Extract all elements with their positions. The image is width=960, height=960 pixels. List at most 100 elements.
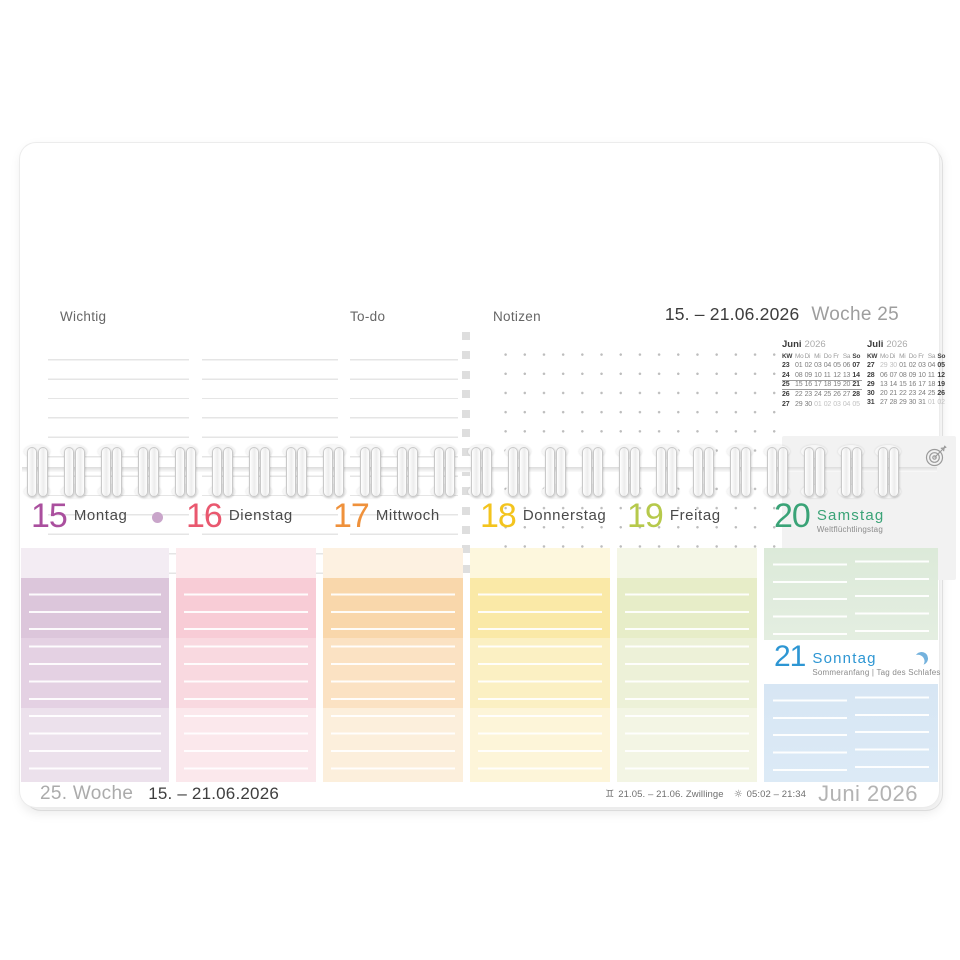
mini-cal-day: 31 [918, 399, 926, 407]
sun-icon: ☼ [733, 788, 743, 800]
todo-checkbox [462, 428, 470, 437]
day-header-mittwoch: 17 Mittwoch [323, 498, 463, 548]
sonntag-writing-area [764, 684, 938, 782]
mini-cal-kw: 31 [867, 399, 875, 407]
spiral-unit [135, 445, 161, 498]
day-column-montag: 15 Montag [21, 498, 169, 782]
day-number: 15 [31, 497, 68, 535]
gemini-zodiac-icon: ♊ [605, 788, 615, 800]
mini-cal-year: 2026 [886, 339, 908, 350]
day-holiday-note: Weltflüchtlingstag [816, 525, 883, 534]
day-name: Mittwoch [375, 507, 440, 524]
day-header-samstag: 20 Samstag Weltflüchtlingstag [764, 498, 938, 548]
spiral-wire [112, 447, 122, 497]
day-writing-area [617, 578, 757, 782]
mini-cal-day: 01 [899, 362, 907, 370]
spiral-wire [75, 447, 85, 497]
spiral-wire [519, 447, 529, 497]
day-title-block: Donnerstag [523, 507, 607, 524]
day-writing-area [323, 578, 463, 782]
mini-cal-week-row: 31 27 28 29 30 31 01 02 [867, 398, 947, 407]
ruled-lines-left [773, 548, 847, 640]
mini-cal-day: 29 [899, 399, 907, 407]
mini-cal-day: 23 [804, 391, 813, 399]
mini-cal-day: 14 [852, 371, 860, 379]
mini-cal-day: 19 [833, 380, 841, 388]
mini-cal-day: 04 [842, 400, 851, 408]
spiral-unit [246, 445, 272, 498]
spiral-wire [556, 447, 566, 497]
todo-checkbox [462, 545, 470, 554]
todo-checkbox [462, 370, 470, 379]
mini-cal-kw: 28 [867, 371, 875, 379]
mini-cal-day: 02 [804, 362, 813, 370]
ruled-lines-right [855, 684, 929, 782]
footer: 25. Woche 15. – 21.06.2026 ♊ 21.05. – 21.… [0, 781, 960, 807]
ruled-lines [331, 578, 455, 782]
todo-checkbox [462, 409, 470, 418]
day-header-band [21, 548, 169, 578]
spiral-unit [801, 445, 827, 498]
mini-cal-day: 09 [908, 371, 917, 379]
mini-cal-day: 28 [852, 391, 860, 399]
todo-checkbox [462, 506, 470, 515]
mini-calendar-title: Juni 2026 [782, 339, 862, 350]
mini-cal-day: 04 [927, 362, 936, 370]
mini-cal-day: 27 [842, 391, 851, 399]
spiral-unit [616, 445, 642, 498]
mini-cal-day: 02 [823, 400, 832, 408]
mini-cal-dow: Mo [795, 353, 804, 360]
mini-cal-day: 02 [908, 362, 917, 370]
mini-cal-day: 20 [880, 390, 888, 398]
mini-cal-day: 19 [937, 380, 945, 388]
ruled-lines-left [773, 684, 847, 782]
spiral-wire [138, 447, 148, 497]
footer-date-range: 15. – 21.06.2026 [148, 784, 280, 803]
mini-cal-day: 10 [918, 371, 926, 379]
mini-cal-current-week-row: 25 15 16 17 18 19 20 21 [782, 379, 862, 391]
mini-cal-day: 15 [795, 380, 803, 388]
spiral-wire [508, 447, 518, 497]
mini-cal-day: 02 [937, 399, 945, 407]
spiral-unit [727, 445, 753, 498]
spiral-wire [323, 447, 333, 497]
day-header-sonntag: 21 Sonntag Sommeranfang | Tag des Schlafes [764, 640, 941, 684]
mini-cal-day: 25 [823, 391, 832, 399]
spiral-wire [582, 447, 592, 497]
day-number: 17 [333, 497, 370, 535]
mini-cal-day: 17 [814, 380, 822, 388]
mini-cal-kw: 27 [867, 362, 875, 370]
spiral-unit [764, 445, 790, 498]
mini-cal-kw: 26 [782, 391, 790, 399]
spiral-unit [320, 445, 346, 498]
mini-cal-dow: Do [908, 353, 917, 360]
mini-cal-day: 04 [823, 362, 832, 370]
mini-cal-dow: Mi [814, 353, 821, 360]
mini-cal-dow-row: KW Mo Di Mi Do Fr Sa So [867, 352, 947, 361]
spiral-unit [579, 445, 605, 498]
mini-cal-day: 08 [795, 371, 803, 379]
mini-cal-day: 03 [814, 362, 822, 370]
mini-cal-day: 11 [823, 371, 831, 379]
mini-calendar-juli: Juli 2026 KW Mo Di Mi Do Fr Sa So 27 29 30 01 02 03 04 05… [867, 339, 947, 408]
mini-cal-day: 20 [842, 380, 851, 388]
spiral-wire [101, 447, 111, 497]
day-header-band [617, 548, 757, 578]
day-column-mittwoch: 17 Mittwoch [323, 498, 463, 782]
footer-month-label: Juni 2026 [818, 781, 918, 806]
spiral-wire [360, 447, 370, 497]
mini-cal-month: Juli [867, 339, 884, 350]
ruled-lines [478, 578, 602, 782]
spiral-unit [394, 445, 420, 498]
mini-cal-day: 28 [889, 399, 898, 407]
todo-label: To-do [350, 309, 386, 324]
day-header-band [176, 548, 316, 578]
spiral-wire [619, 447, 629, 497]
spiral-wire [38, 447, 48, 497]
spiral-wire [371, 447, 381, 497]
mini-cal-day: 16 [804, 380, 813, 388]
mini-cal-day: 30 [908, 399, 917, 407]
day-holiday-note: Sommeranfang | Tag des Schlafes [812, 668, 941, 677]
spiral-wire [149, 447, 159, 497]
mini-cal-week-row: 28 06 07 08 09 10 11 12 [867, 371, 947, 380]
